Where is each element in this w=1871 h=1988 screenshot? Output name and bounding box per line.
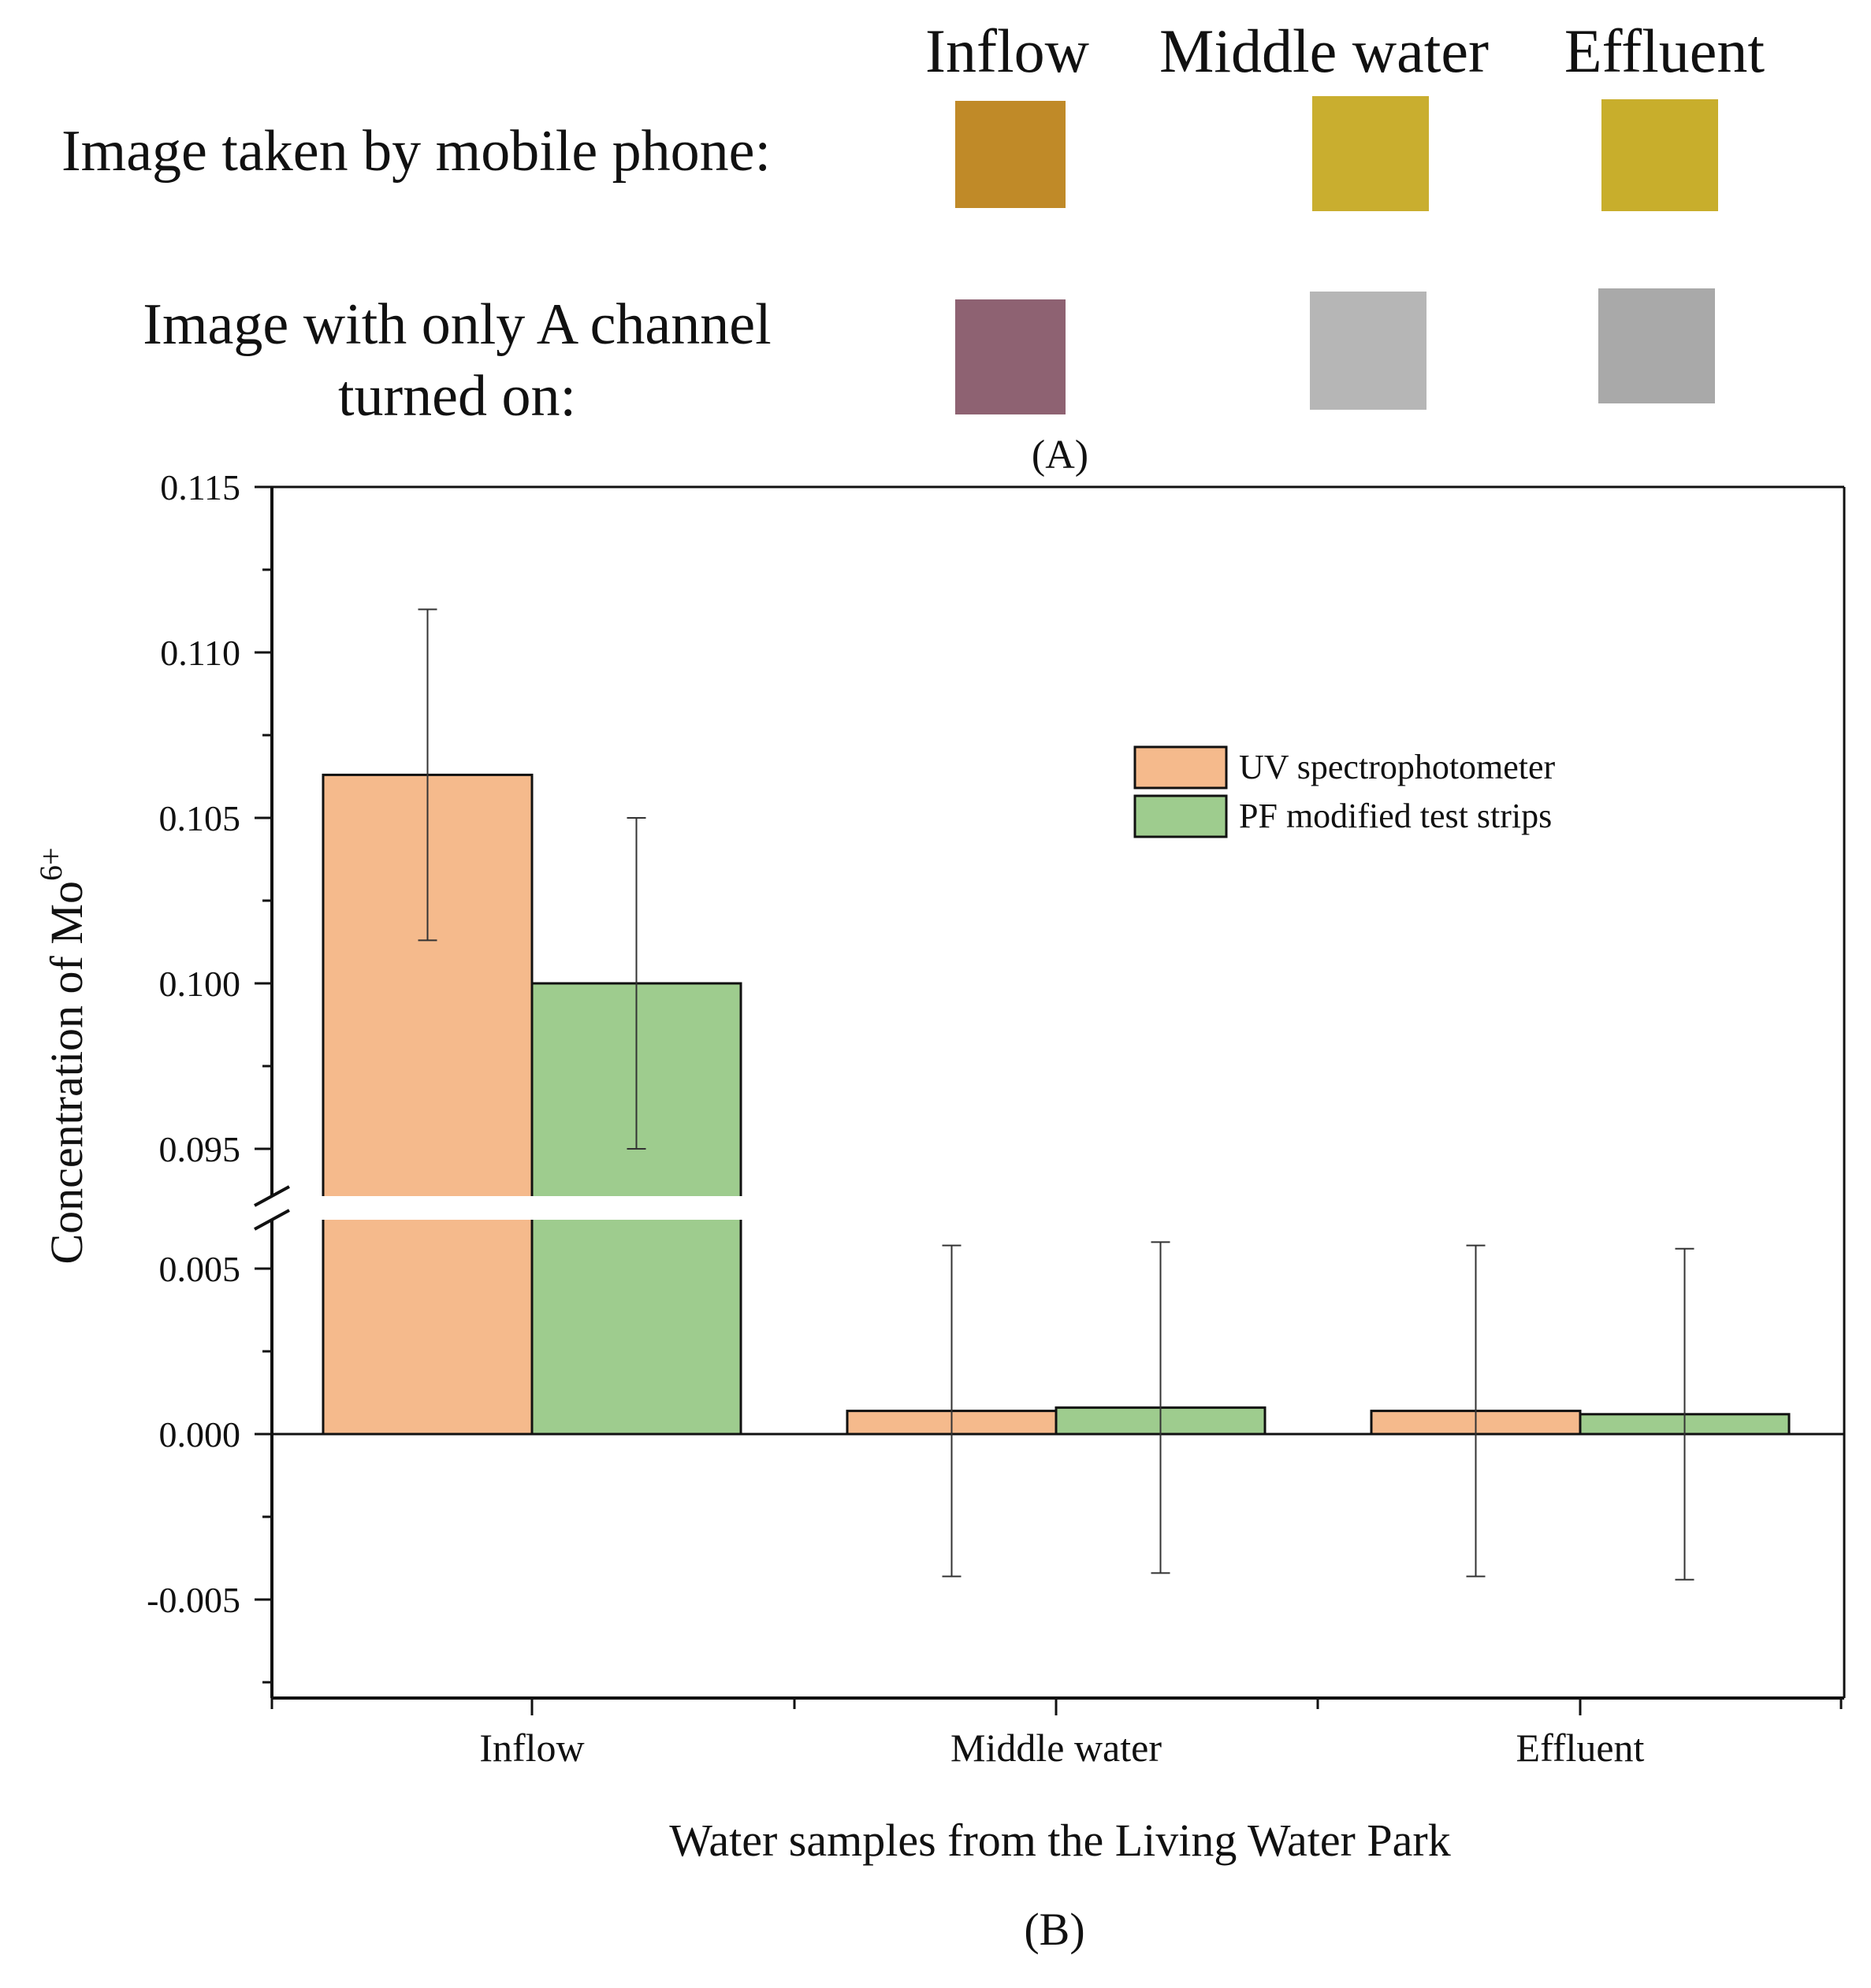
y-tick-label: 0.115: [160, 467, 240, 507]
legend-label-uv: UV spectrophotometer: [1239, 748, 1556, 786]
y-axis-title-superscript: 6+: [33, 847, 69, 881]
axis-break-mark-bottom: [254, 1209, 290, 1231]
x-tick-label: Effluent: [1516, 1726, 1645, 1770]
y-tick-label: 0.095: [159, 1129, 241, 1169]
y-tick-label: 0.110: [160, 633, 240, 673]
panel-a-label: (A): [1031, 433, 1089, 477]
swatch-phone-effluent: [1601, 99, 1718, 211]
row-label-a-channel-line2: turned on:: [337, 364, 577, 429]
axis-break-mark-top: [254, 1185, 290, 1207]
y-tick-label: 0.005: [159, 1249, 241, 1289]
column-header-middle-water: Middle water: [1159, 17, 1490, 85]
legend-swatch-pf: [1133, 794, 1228, 838]
bar-chart: -0.005 0.000 0.005 0.095 0.100 0.105 0.110 0.11…: [33, 467, 1846, 1866]
y-tick-label: 0.105: [159, 798, 241, 838]
row-label-phone-image: Image taken by mobile phone:: [61, 119, 772, 184]
y-axis-title-main: Concentration of Mo: [41, 881, 92, 1264]
swatch-phone-middle-water: [1312, 96, 1429, 211]
swatch-achannel-middle-water: [1310, 292, 1426, 410]
x-axis-title: Water samples from the Living Water Park: [669, 1815, 1450, 1866]
legend-label-pf: PF modified test strips: [1239, 797, 1552, 835]
legend-swatch-uv: [1133, 745, 1228, 790]
y-axis-title: Concentration of Mo6+: [33, 847, 92, 1264]
y-tick-label: -0.005: [147, 1580, 240, 1620]
y-tick-label: 0.000: [159, 1414, 241, 1455]
row-label-a-channel: Image with only A channel turned on:: [79, 292, 835, 430]
swatch-phone-inflow: [955, 101, 1066, 208]
plot-layer: -0.005 0.000 0.005 0.095 0.100 0.105 0.110 0.11…: [33, 467, 1846, 1866]
x-tick-label: Middle water: [950, 1726, 1162, 1770]
column-header-effluent: Effluent: [1564, 17, 1765, 85]
x-tick-label: Inflow: [479, 1726, 584, 1770]
swatch-achannel-inflow: [955, 299, 1066, 414]
swatch-achannel-effluent: [1598, 288, 1715, 403]
axis-break-band: [248, 1196, 749, 1220]
column-header-inflow: Inflow: [925, 17, 1089, 85]
panel-b-label: (B): [1024, 1904, 1085, 1955]
row-label-a-channel-line1: Image with only A channel: [143, 292, 772, 357]
y-tick-label: 0.100: [159, 964, 241, 1004]
